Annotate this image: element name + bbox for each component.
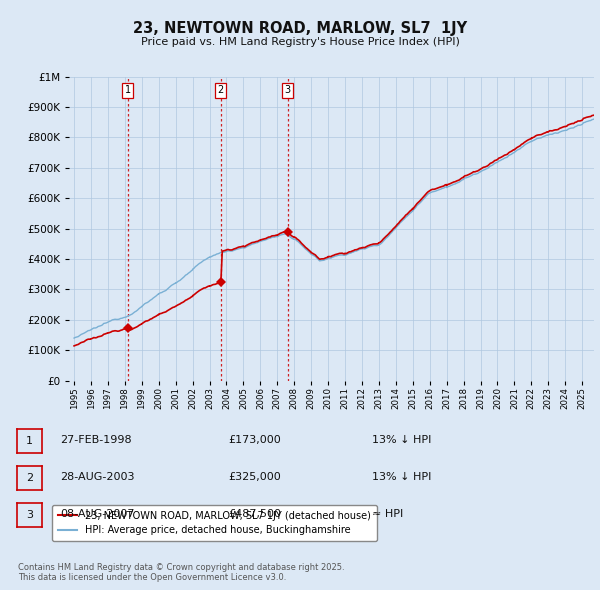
Text: 27-FEB-1998: 27-FEB-1998 <box>60 435 131 444</box>
Text: Price paid vs. HM Land Registry's House Price Index (HPI): Price paid vs. HM Land Registry's House … <box>140 37 460 47</box>
Text: £487,500: £487,500 <box>228 509 281 519</box>
Text: £173,000: £173,000 <box>228 435 281 444</box>
Text: 13% ↓ HPI: 13% ↓ HPI <box>372 472 431 481</box>
Text: 08-AUG-2007: 08-AUG-2007 <box>60 509 134 519</box>
Text: 23, NEWTOWN ROAD, MARLOW, SL7  1JY: 23, NEWTOWN ROAD, MARLOW, SL7 1JY <box>133 21 467 35</box>
Text: 28-AUG-2003: 28-AUG-2003 <box>60 472 134 481</box>
Text: 2: 2 <box>26 473 33 483</box>
Text: 1: 1 <box>125 86 131 96</box>
Text: £325,000: £325,000 <box>228 472 281 481</box>
Legend: 23, NEWTOWN ROAD, MARLOW, SL7 1JY (detached house), HPI: Average price, detached: 23, NEWTOWN ROAD, MARLOW, SL7 1JY (detac… <box>52 505 377 541</box>
Text: ≈ HPI: ≈ HPI <box>372 509 403 519</box>
Text: 13% ↓ HPI: 13% ↓ HPI <box>372 435 431 444</box>
Text: 1: 1 <box>26 436 33 445</box>
Text: 3: 3 <box>284 86 290 96</box>
Text: Contains HM Land Registry data © Crown copyright and database right 2025.
This d: Contains HM Land Registry data © Crown c… <box>18 563 344 582</box>
Text: 2: 2 <box>218 86 224 96</box>
Text: 3: 3 <box>26 510 33 520</box>
